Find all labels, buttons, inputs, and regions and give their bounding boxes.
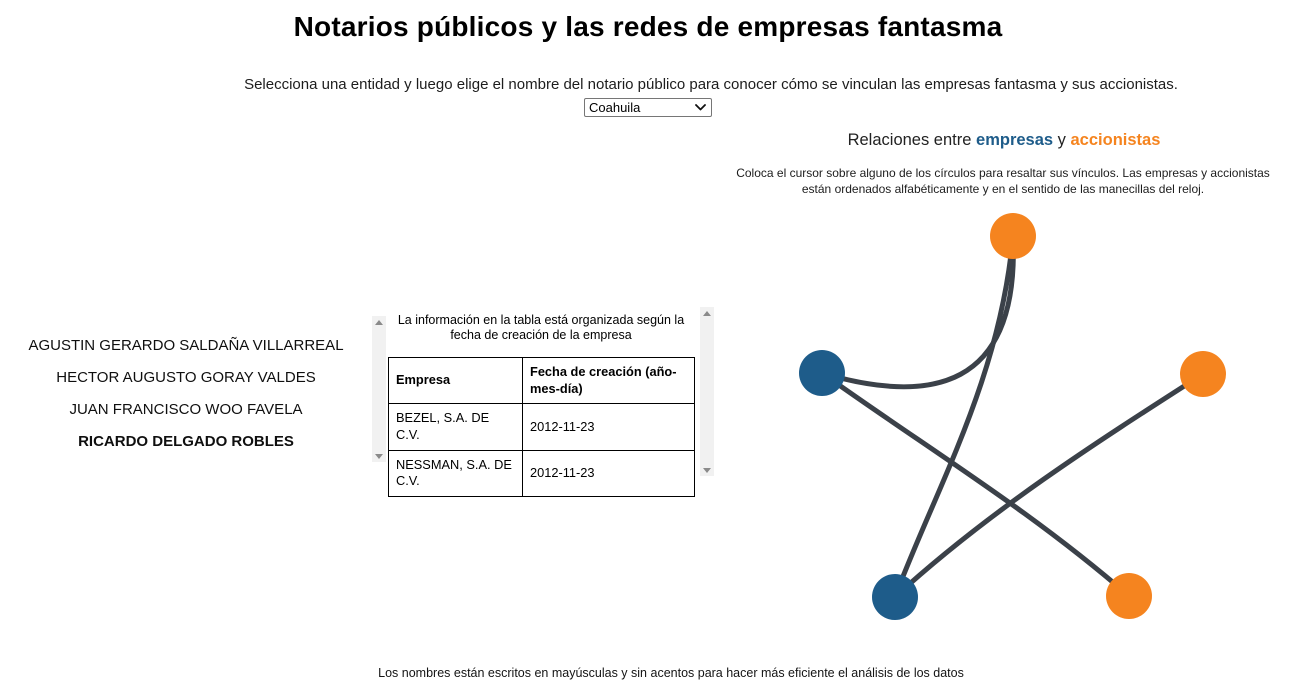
network-heading-accionistas: accionistas [1070, 131, 1161, 149]
notary-list: AGUSTIN GERARDO SALDAÑA VILLARREAL HECTO… [0, 317, 372, 458]
link-empresa-1-accionista-3 [819, 370, 1132, 599]
table-scrollbar[interactable] [700, 307, 714, 476]
footer-note: Los nombres están escritos en mayúsculas… [378, 666, 964, 680]
network-heading-empresas: empresas [976, 131, 1054, 149]
link-empresa-2-accionista-1 [892, 233, 1016, 600]
table-row: NESSMAN, S.A. DE C.V. 2012-11-23 [388, 449, 695, 497]
page-subtitle: Selecciona una entidad y luego elige el … [244, 76, 1178, 93]
company-table: Empresa Fecha de creación (año-mes-día) … [388, 356, 695, 497]
node-empresa-2[interactable] [872, 574, 918, 620]
column-header-empresa: Empresa [388, 356, 523, 405]
network-svg [799, 213, 1226, 620]
scroll-down-arrow[interactable] [700, 463, 714, 476]
network-instructions: Coloca el cursor sobre alguno de los cír… [736, 166, 1270, 196]
chevron-down-icon [695, 104, 706, 111]
link-empresa-1-accionista-1 [819, 233, 1016, 390]
network-heading-prefix: Relaciones entre [847, 131, 977, 149]
scroll-up-arrow[interactable] [700, 307, 714, 320]
page-title: Notarios públicos y las redes de empresa… [293, 11, 1003, 42]
entity-select[interactable]: Coahuila [584, 98, 712, 117]
table-header-row: Empresa Fecha de creación (año-mes-día) [388, 356, 695, 405]
notary-list-scrollbar[interactable] [372, 316, 386, 462]
entity-select-value: Coahuila [589, 100, 641, 115]
node-accionista-1[interactable] [990, 213, 1036, 259]
cell-empresa: BEZEL, S.A. DE C.V. [388, 403, 523, 451]
notary-item[interactable]: AGUSTIN GERARDO SALDAÑA VILLARREAL [28, 337, 344, 354]
notary-item-selected[interactable]: RICARDO DELGADO ROBLES [78, 433, 294, 450]
notary-item[interactable]: HECTOR AUGUSTO GORAY VALDES [56, 369, 316, 386]
node-empresa-1[interactable] [799, 350, 845, 396]
node-accionista-2[interactable] [1180, 351, 1226, 397]
link-empresa-2-accionista-2 [892, 371, 1206, 600]
cell-empresa: NESSMAN, S.A. DE C.V. [388, 449, 523, 497]
table-row: BEZEL, S.A. DE C.V. 2012-11-23 [388, 403, 695, 451]
cell-fecha: 2012-11-23 [522, 403, 695, 451]
column-header-fecha: Fecha de creación (año-mes-día) [522, 356, 695, 405]
table-caption: La información en la tabla está organiza… [397, 313, 685, 342]
scroll-down-arrow[interactable] [372, 449, 386, 462]
node-accionista-3[interactable] [1106, 573, 1152, 619]
notary-item[interactable]: JUAN FRANCISCO WOO FAVELA [69, 401, 303, 418]
network-heading: Relaciones entre empresas y accionistas [712, 131, 1296, 150]
scroll-up-arrow[interactable] [372, 316, 386, 329]
network-heading-conjunction: y [1053, 131, 1071, 149]
cell-fecha: 2012-11-23 [522, 449, 695, 497]
